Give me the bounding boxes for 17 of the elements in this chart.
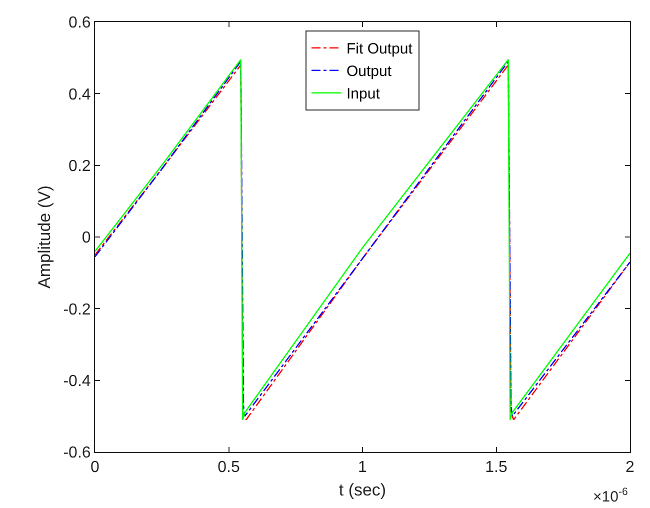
y-axis-title: Amplitude (V) <box>34 186 54 288</box>
y-tick-label: -0.4 <box>63 372 91 390</box>
y-tick-label: 0.4 <box>68 86 91 104</box>
x-tick-label: 1.5 <box>485 459 508 476</box>
x-axis-title: t (sec) <box>338 480 386 500</box>
y-tick-label: -0.6 <box>63 444 91 462</box>
legend-label: Input <box>346 86 381 103</box>
legend-label: Fit Output <box>346 40 414 58</box>
x-tick-label: 1 <box>358 459 368 476</box>
y-tick-label: 0 <box>82 230 91 247</box>
y-tick-label: -0.2 <box>63 301 91 318</box>
y-tick-label: 0.6 <box>68 14 91 32</box>
x-tick-label: 2 <box>626 459 635 476</box>
legend-label: Output <box>346 63 392 80</box>
x-tick-label: 0.5 <box>218 459 240 476</box>
text: ×10$^{-6}$ <box>593 486 628 506</box>
y-tick-label: 0.2 <box>68 158 91 175</box>
